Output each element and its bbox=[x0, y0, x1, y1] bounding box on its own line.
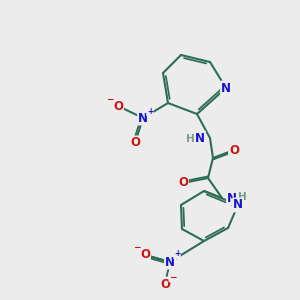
Text: N: N bbox=[138, 112, 148, 124]
Text: −: − bbox=[133, 244, 141, 253]
Text: O: O bbox=[178, 176, 188, 190]
Text: N: N bbox=[227, 191, 237, 205]
Text: N: N bbox=[221, 82, 231, 94]
Text: N: N bbox=[195, 131, 205, 145]
Text: +: + bbox=[147, 106, 153, 116]
Text: −: − bbox=[169, 272, 177, 281]
Text: H: H bbox=[238, 192, 246, 202]
Text: O: O bbox=[113, 100, 123, 112]
Text: O: O bbox=[160, 278, 170, 290]
Text: N: N bbox=[233, 199, 243, 212]
Text: O: O bbox=[229, 143, 239, 157]
Text: O: O bbox=[140, 248, 150, 262]
Text: +: + bbox=[174, 250, 180, 259]
Text: −: − bbox=[106, 94, 114, 103]
Text: N: N bbox=[165, 256, 175, 268]
Text: O: O bbox=[130, 136, 140, 149]
Text: H: H bbox=[186, 134, 194, 144]
